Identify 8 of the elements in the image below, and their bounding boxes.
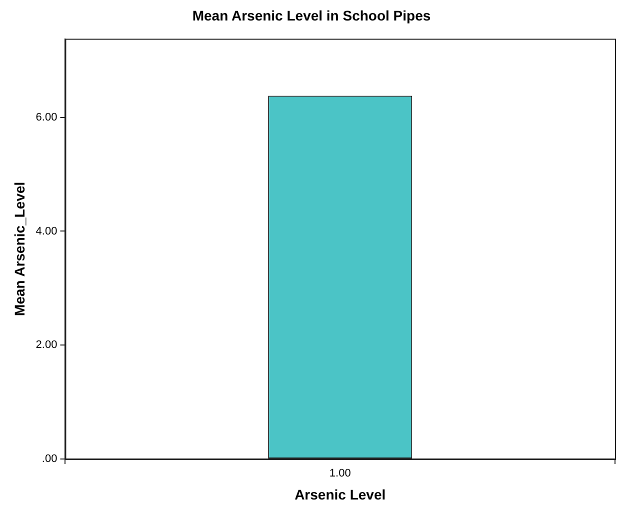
y-tick-label: 2.00: [36, 339, 58, 352]
chart-title: Mean Arsenic Level in School Pipes: [192, 7, 431, 24]
y-tick-label: 4.00: [36, 225, 58, 238]
x-axis-title: Arsenic Level: [294, 486, 386, 502]
y-axis-title: Mean Arsenic_Level: [11, 182, 28, 316]
x-tick-label: 1.00: [329, 468, 351, 480]
y-tick-label: 6.00: [36, 111, 58, 124]
y-tick-label: .00: [42, 453, 58, 466]
